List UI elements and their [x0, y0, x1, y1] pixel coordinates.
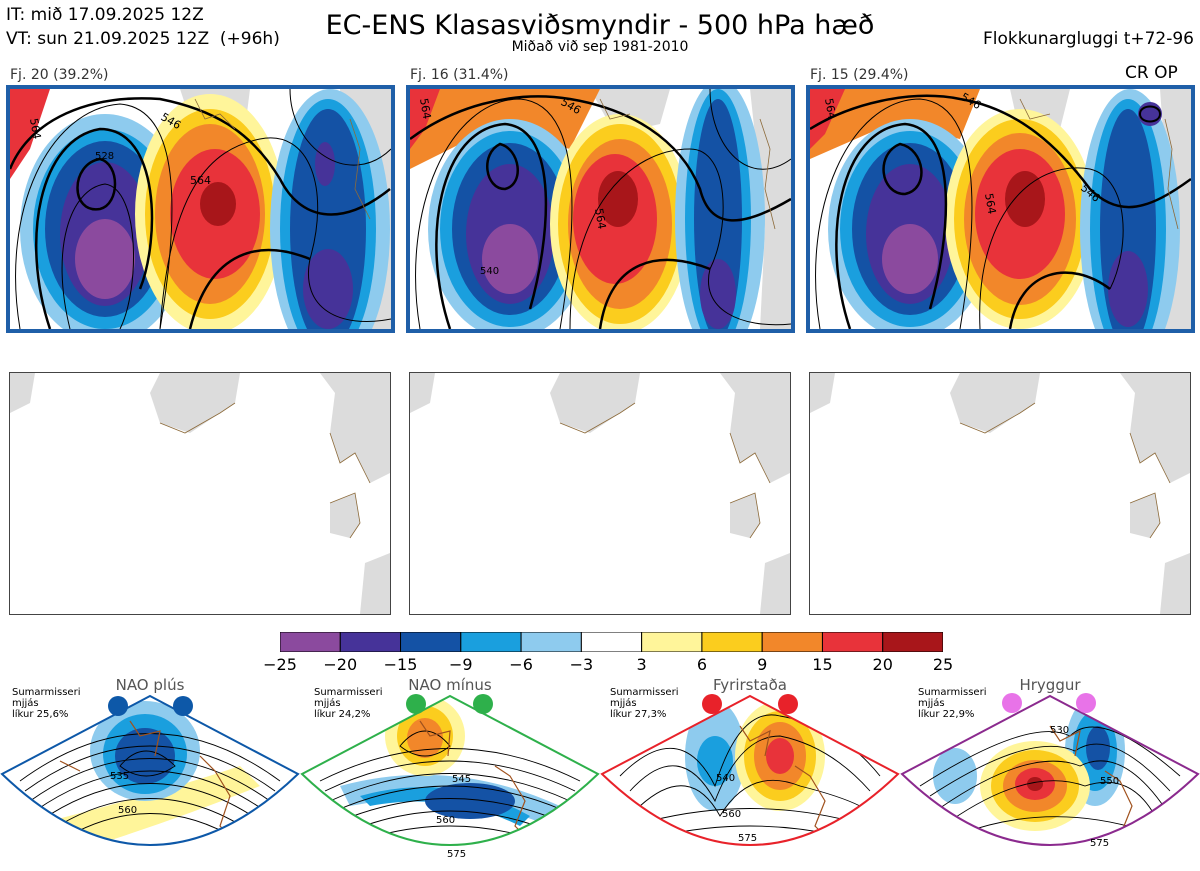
colorbar-swatch [761, 632, 823, 652]
chart-subtitle: Miðað við sep 1981-2010 [511, 39, 689, 55]
colorbar-swatch [339, 632, 402, 652]
contour-label: 564 [417, 97, 433, 120]
base-map-1 [9, 372, 391, 615]
regime-info: Sumarmisseri mjjás líkur 22,9% [918, 687, 987, 720]
colorbar-swatch [280, 632, 341, 652]
contour-label: 545 [452, 774, 471, 785]
colorbar-tick-label: −20 [323, 655, 358, 674]
contour-label: 560 [436, 815, 455, 826]
regime-blocking: 540 560 575 Fyrirstaða Sumarmisseri mjjá… [600, 676, 900, 871]
colorbar-swatch [641, 632, 703, 652]
colorbar-swatch [580, 632, 643, 652]
colorbar-swatch [400, 632, 462, 652]
base-map-2 [409, 372, 791, 615]
cluster-map-2: 564 546 540 564 [406, 85, 795, 333]
colorbar-tick-label: 15 [812, 655, 833, 674]
contour-label: 564 [982, 192, 998, 215]
cluster-1-label: Fj. 20 (39.2%) [10, 67, 109, 83]
colorbar-swatch [520, 632, 582, 652]
regime-nao-minus: 545 560 575 NAO mínus Sumarmisseri mjjás… [300, 676, 600, 871]
regime-nao-plus: 535 560 NAO plús Sumarmisseri mjjás líku… [0, 676, 300, 871]
contour-label: 560 [118, 805, 137, 816]
contour-label: 550 [1100, 776, 1119, 787]
contour-label: 575 [447, 849, 466, 860]
colorbar-tick-label: 20 [872, 655, 893, 674]
colorbar-swatch [882, 632, 943, 652]
colorbar-tick-label: −25 [263, 655, 297, 674]
colorbar-tick-label: 9 [757, 655, 768, 674]
colorbar-tick-label: −3 [569, 655, 594, 674]
contour-label: 540 [716, 773, 735, 784]
contour-label: 564 [190, 174, 211, 187]
colorbar-swatch [460, 632, 522, 652]
contour-label: 530 [1050, 725, 1069, 736]
cluster-map-3: 564 546 546 564 [806, 85, 1195, 333]
anomaly-colorbar [280, 632, 943, 652]
contour-label: 540 [480, 266, 499, 277]
regime-info: Sumarmisseri mjjás líkur 24,2% [314, 687, 383, 720]
chart-title: EC-ENS Klasasviðsmyndir - 500 hPa hæð [325, 10, 875, 41]
regime-name: NAO plús [115, 676, 185, 694]
regime-ridge: 530 550 575 Hryggur Sumarmisseri mjjás l… [900, 676, 1200, 871]
colorbar-tick-label: −9 [449, 655, 473, 674]
colorbar-swatch [701, 632, 763, 652]
init-time: IT: mið 17.09.2025 12Z [6, 5, 204, 25]
cluster-2-label: Fj. 16 (31.4%) [410, 67, 509, 83]
base-map-3 [809, 372, 1191, 615]
contour-label: 564 [27, 117, 43, 140]
contour-label: 535 [110, 771, 129, 782]
contour-label: 575 [738, 833, 757, 844]
control-run-tag: CR OP [1125, 63, 1178, 83]
colorbar-tick-label: −6 [509, 655, 533, 674]
colorbar-swatch [821, 632, 884, 652]
regime-name: Hryggur [1019, 676, 1081, 694]
regime-info: Sumarmisseri mjjás líkur 25,6% [12, 687, 81, 720]
cluster-3-label: Fj. 15 (29.4%) [810, 67, 909, 83]
contour-label: 575 [1090, 838, 1109, 849]
contour-label: 560 [722, 809, 741, 820]
cluster-map-1: 564 546 528 564 [6, 85, 395, 333]
regime-info: Sumarmisseri mjjás líkur 27,3% [610, 687, 679, 720]
valid-time: VT: sun 21.09.2025 12Z (+96h) [6, 29, 280, 49]
contour-label: 528 [95, 151, 114, 162]
colorbar-tick-label: 6 [696, 655, 707, 674]
contour-label: 564 [822, 97, 838, 120]
colorbar-tick-label: 25 [932, 655, 954, 674]
regime-name: NAO mínus [408, 676, 492, 694]
classification-window: Flokkunargluggi t+72-96 [982, 29, 1194, 49]
regime-name: Fyrirstaða [713, 676, 787, 694]
colorbar-tick-label: −15 [383, 655, 418, 674]
colorbar-tick-label: 3 [636, 655, 647, 674]
contour-label: 564 [592, 207, 608, 230]
